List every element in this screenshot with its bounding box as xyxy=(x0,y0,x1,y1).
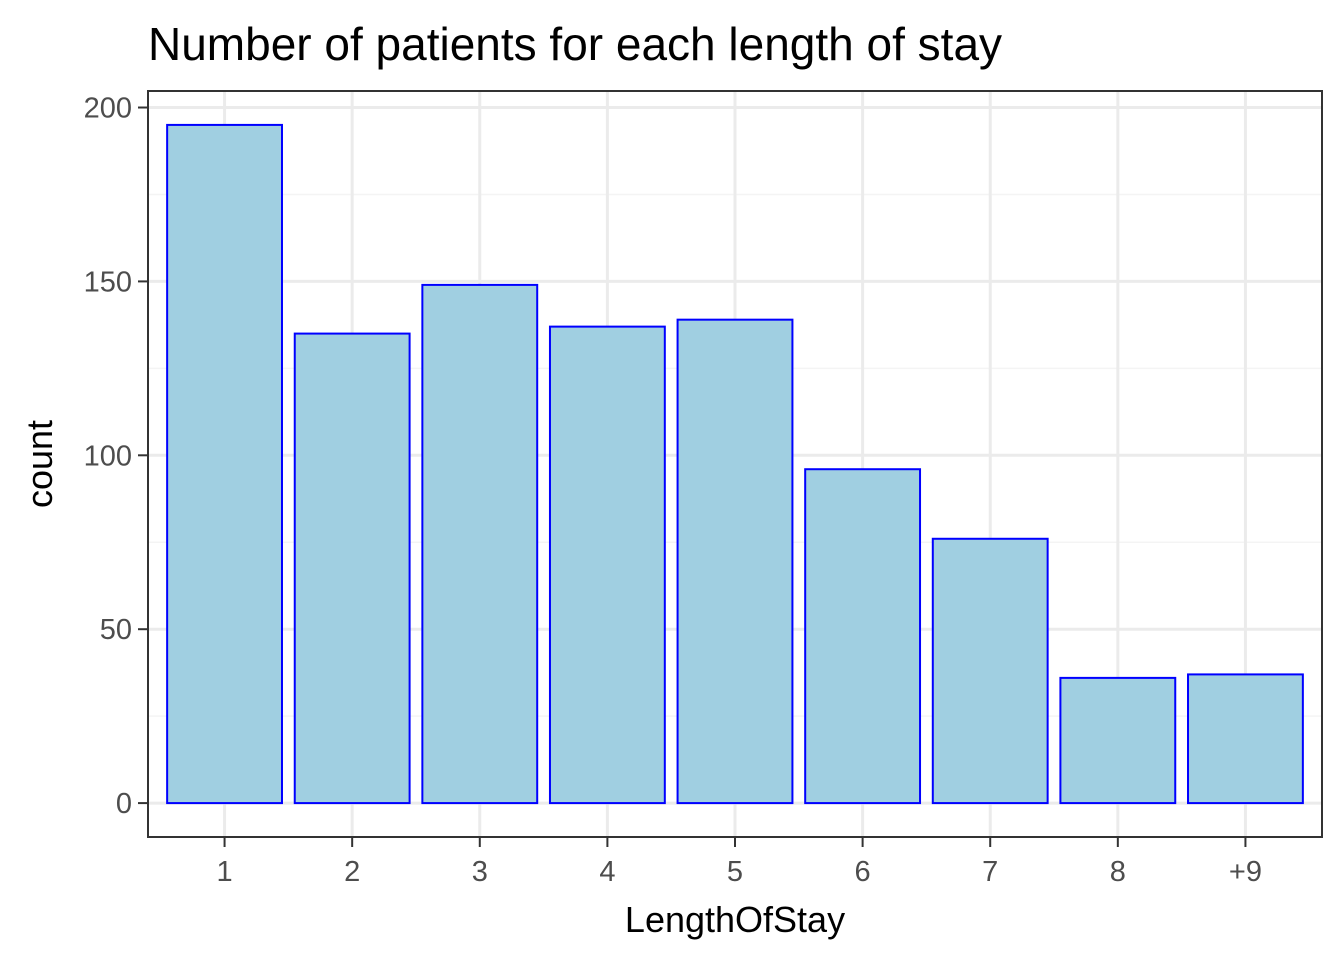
x-tick-label: 3 xyxy=(472,856,488,888)
x-axis-title: LengthOfStay xyxy=(625,899,845,940)
x-tick-label: 5 xyxy=(727,856,743,888)
x-tick-label: 6 xyxy=(855,856,871,888)
x-tick-label: +9 xyxy=(1229,856,1262,888)
y-tick-label: 100 xyxy=(84,440,132,472)
bar-plus9 xyxy=(1187,673,1304,805)
x-tick-label: 8 xyxy=(1110,856,1126,888)
bar-4 xyxy=(548,325,666,805)
bar-7 xyxy=(931,537,1049,805)
y-tick-label: 50 xyxy=(100,614,132,646)
x-tick-label: 2 xyxy=(344,856,360,888)
bar-2 xyxy=(293,332,411,805)
y-axis: 0 50 100 150 200 xyxy=(84,93,148,820)
y-tick-label: 150 xyxy=(84,266,132,298)
y-tick-label: 0 xyxy=(116,788,132,820)
bar-1 xyxy=(166,123,283,805)
x-tick-label: 7 xyxy=(982,856,998,888)
bar-3 xyxy=(421,283,539,805)
bar-5 xyxy=(676,318,794,805)
bars xyxy=(166,123,1304,805)
bar-6 xyxy=(804,468,922,805)
y-tick-label: 200 xyxy=(84,93,132,125)
x-tick-label: 4 xyxy=(599,856,615,888)
x-axis: 1 2 3 4 5 6 7 8 +9 xyxy=(216,837,1262,888)
y-axis-title: count xyxy=(19,420,60,508)
chart-title: Number of patients for each length of st… xyxy=(148,18,1002,70)
bar-8 xyxy=(1059,676,1177,805)
x-tick-label: 1 xyxy=(216,856,232,888)
